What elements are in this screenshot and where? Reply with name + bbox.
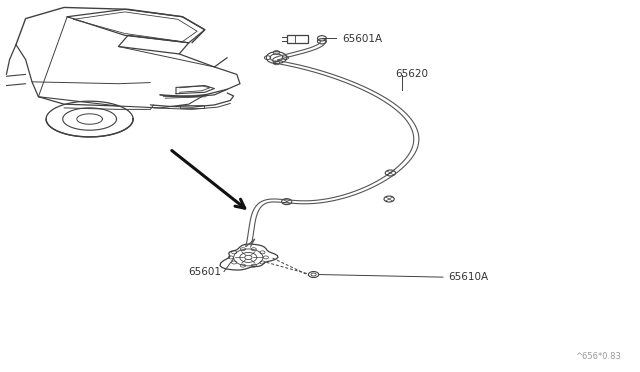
Text: 65601: 65601: [188, 267, 221, 276]
Text: 65601A: 65601A: [342, 34, 383, 44]
Text: 65610A: 65610A: [448, 272, 488, 282]
Text: 65620: 65620: [396, 70, 429, 79]
Text: ^656*0.83: ^656*0.83: [575, 352, 621, 361]
Bar: [287, 35, 308, 43]
